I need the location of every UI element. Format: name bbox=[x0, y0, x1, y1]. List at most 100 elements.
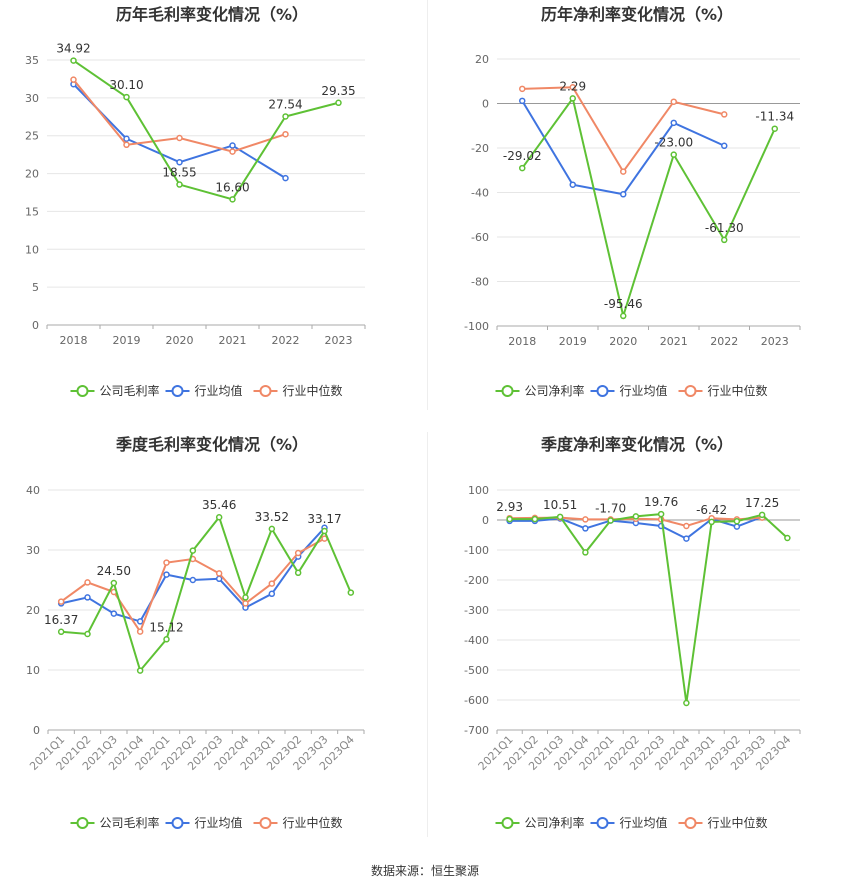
x-tick-label: 2021 bbox=[660, 335, 688, 348]
data-point-company bbox=[347, 589, 355, 596]
x-tick-label: 2019 bbox=[113, 334, 141, 347]
data-point-company bbox=[57, 628, 65, 636]
data-point-company bbox=[506, 515, 513, 523]
data-point-company bbox=[282, 113, 289, 120]
data-label: 10.51 bbox=[543, 498, 577, 512]
data-point-avg bbox=[110, 610, 118, 617]
data-point-avg bbox=[670, 119, 677, 127]
data-label: -95.46 bbox=[604, 297, 643, 311]
data-point-company bbox=[268, 525, 276, 533]
data-point-company bbox=[784, 534, 791, 542]
data-point-median bbox=[721, 111, 728, 118]
data-point-median bbox=[268, 580, 276, 587]
data-point-avg bbox=[519, 97, 526, 105]
x-tick-label: 2020 bbox=[609, 335, 637, 348]
y-tick-label: 20 bbox=[25, 168, 39, 181]
chart-title: 季度毛利率变化情况（%） bbox=[115, 435, 308, 454]
data-label: 16.60 bbox=[215, 180, 249, 194]
data-point-company bbox=[708, 518, 715, 526]
data-point-company bbox=[733, 517, 741, 525]
data-label: 33.17 bbox=[307, 512, 341, 526]
y-tick-label: 0 bbox=[482, 98, 489, 111]
data-point-median bbox=[620, 168, 627, 175]
legend-item-company[interactable]: 公司毛利率 bbox=[70, 383, 160, 398]
legend-marker-icon bbox=[171, 385, 184, 397]
x-tick-label: 2018 bbox=[508, 335, 536, 348]
data-point-company bbox=[657, 510, 665, 518]
data-point-avg bbox=[620, 191, 627, 198]
chart-title: 历年净利率变化情况（%） bbox=[541, 5, 733, 24]
data-point-median bbox=[163, 559, 170, 566]
legend-label: 行业均值 bbox=[195, 815, 243, 830]
data-point-company bbox=[84, 630, 91, 638]
x-tick-label: 2023 bbox=[325, 334, 353, 347]
legend-item-median[interactable]: 行业中位数 bbox=[678, 383, 768, 398]
y-tick-label: -80 bbox=[471, 276, 489, 289]
legend-item-median[interactable]: 行业中位数 bbox=[678, 815, 768, 830]
y-tick-label: 20 bbox=[26, 604, 40, 617]
data-point-median bbox=[57, 598, 65, 605]
data-point-avg bbox=[176, 158, 183, 166]
data-point-avg bbox=[84, 594, 91, 601]
data-point-company bbox=[632, 513, 640, 520]
data-point-median bbox=[176, 134, 183, 142]
data-label: 15.12 bbox=[149, 620, 183, 634]
legend-item-company[interactable]: 公司净利率 bbox=[495, 383, 585, 398]
data-point-avg bbox=[229, 142, 236, 149]
chart-svg: 历年净利率变化情况（%） -100 -80 -60 -40 -20 0 20 2018 2019 2… bbox=[464, 5, 801, 398]
chart-annual-gross-margin: 历年毛利率变化情况（%） 0 5 10 15 20 25 30 35 2018 2019 2020 20… bbox=[0, 0, 425, 430]
legend-marker-icon bbox=[596, 385, 609, 397]
data-label: -23.00 bbox=[654, 136, 693, 150]
y-tick-label: -700 bbox=[464, 724, 489, 737]
data-label: 19.76 bbox=[644, 495, 678, 509]
y-tick-label: 0 bbox=[482, 514, 489, 527]
series-line-company bbox=[61, 515, 352, 673]
legend-label: 行业均值 bbox=[195, 383, 243, 398]
legend-item-avg[interactable]: 行业均值 bbox=[590, 383, 668, 398]
y-tick-label: 100 bbox=[468, 484, 489, 497]
data-label: 24.50 bbox=[97, 564, 131, 578]
legend-item-avg[interactable]: 行业均值 bbox=[590, 815, 668, 830]
legend-label: 行业中位数 bbox=[283, 383, 343, 398]
data-point-company bbox=[123, 93, 130, 101]
data-point-avg bbox=[189, 576, 197, 584]
x-tick-label: 2022 bbox=[710, 335, 738, 348]
data-label: -11.34 bbox=[755, 110, 794, 124]
data-point-avg bbox=[569, 181, 576, 188]
y-tick-label: -600 bbox=[464, 694, 489, 707]
data-point-avg bbox=[136, 618, 144, 625]
data-point-company bbox=[321, 527, 328, 535]
legend-item-median[interactable]: 行业中位数 bbox=[253, 815, 343, 830]
data-point-company bbox=[136, 667, 144, 674]
data-label: 16.37 bbox=[44, 613, 78, 627]
legend-label: 行业中位数 bbox=[708, 815, 768, 830]
y-tick-label: 15 bbox=[25, 205, 39, 218]
legend-item-company[interactable]: 公司净利率 bbox=[495, 815, 585, 830]
chart-quarterly-net-margin: 季度净利率变化情况（%） -700 -600 -500 -400 -300 -200 -100… bbox=[425, 430, 850, 860]
legend-label: 公司净利率 bbox=[525, 815, 585, 830]
legend-marker-icon bbox=[596, 817, 609, 829]
legend-item-median[interactable]: 行业中位数 bbox=[253, 383, 343, 398]
data-label: 18.55 bbox=[162, 166, 196, 180]
legend-label: 行业均值 bbox=[620, 383, 668, 398]
legend-item-avg[interactable]: 行业均值 bbox=[165, 383, 243, 398]
data-point-company bbox=[335, 99, 342, 107]
legend-marker-icon bbox=[76, 817, 89, 829]
legend-item-avg[interactable]: 行业均值 bbox=[165, 815, 243, 830]
data-point-avg bbox=[582, 525, 589, 532]
data-point-company bbox=[569, 95, 576, 102]
data-point-median bbox=[683, 522, 690, 530]
data-label: -1.70 bbox=[595, 502, 626, 516]
data-point-company bbox=[758, 511, 766, 519]
y-tick-label: -20 bbox=[471, 142, 489, 155]
y-tick-label: -100 bbox=[464, 320, 489, 333]
legend-item-company[interactable]: 公司毛利率 bbox=[70, 815, 160, 830]
chart-title: 季度净利率变化情况（%） bbox=[540, 435, 733, 454]
data-point-company bbox=[229, 196, 236, 203]
data-label: -6.42 bbox=[696, 503, 727, 517]
x-tick-label: 2023 bbox=[761, 335, 789, 348]
x-tick-label: 2018 bbox=[60, 334, 88, 347]
data-point-avg bbox=[215, 575, 223, 583]
x-tick-label: 2022 bbox=[272, 334, 300, 347]
data-point-company bbox=[582, 549, 589, 556]
